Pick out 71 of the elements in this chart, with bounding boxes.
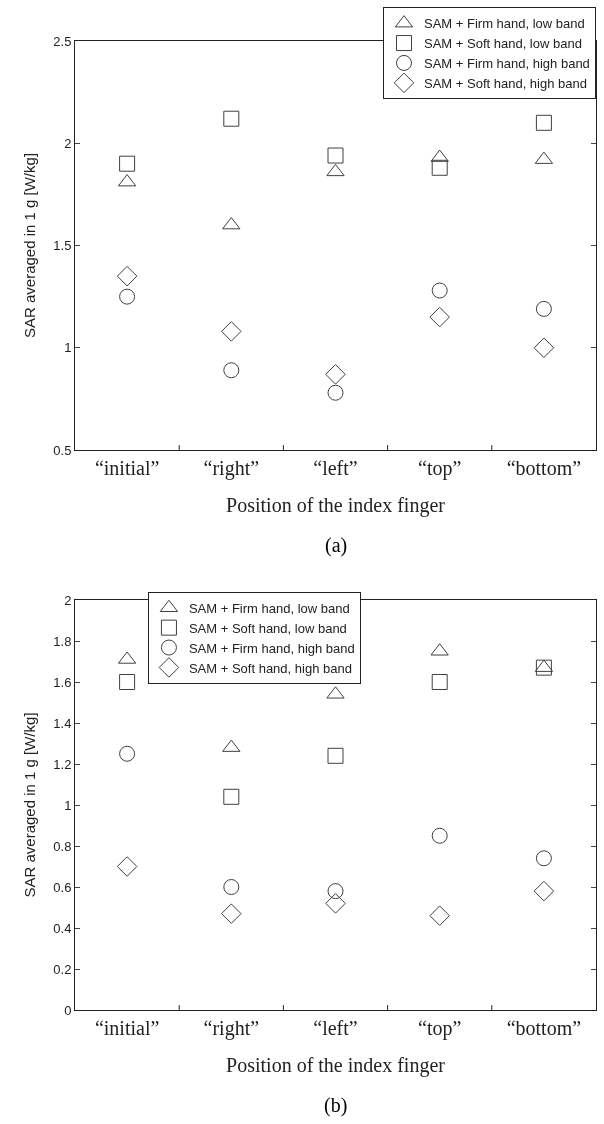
point <box>221 903 242 924</box>
y-tick-label: 0.5 <box>53 442 72 458</box>
y-tick-label: 0.8 <box>53 838 72 854</box>
y-tick-label: 0 <box>64 1002 72 1018</box>
y-tick-label: 1.6 <box>53 674 72 690</box>
point <box>535 659 552 676</box>
point <box>221 321 242 342</box>
legend-label: SAM + Firm hand, high band <box>188 640 355 656</box>
point <box>327 883 344 900</box>
y-tick-label: 0.4 <box>53 920 72 936</box>
point <box>327 147 344 164</box>
text: (a) <box>325 534 348 557</box>
y-tick-label: 1 <box>64 797 72 813</box>
text: (b) <box>324 1094 348 1117</box>
y-tick-label: 0.6 <box>53 879 72 895</box>
y-tick-label: 2 <box>64 135 72 151</box>
point <box>223 879 240 895</box>
y-axis-title: SAR averaged in 1 g [W/kg] <box>21 712 38 898</box>
y-tick-label: 2.5 <box>53 33 72 49</box>
point <box>116 265 138 287</box>
y-axis-title: SAR averaged in 1 g [W/kg] <box>21 152 38 339</box>
point <box>535 300 552 317</box>
point <box>325 893 346 914</box>
point <box>119 288 136 305</box>
y-tick-label: 1 <box>64 340 72 356</box>
legend-label: SAM + Firm hand, low band <box>188 600 350 616</box>
point <box>533 880 555 902</box>
y-tick-label: 2 <box>64 592 72 608</box>
point <box>327 747 344 764</box>
x-tick-label: “bottom” <box>506 1017 582 1039</box>
point <box>116 856 138 877</box>
point <box>535 850 552 867</box>
legend-label: SAM + Soft hand, high band <box>424 75 587 91</box>
point <box>223 362 240 379</box>
legend-label: SAM + Firm hand, low band <box>424 16 585 32</box>
point <box>119 745 136 762</box>
point <box>119 674 136 690</box>
y-tick-label: 1.8 <box>53 633 72 649</box>
point <box>429 905 450 926</box>
point <box>431 827 448 844</box>
x-tick-label: “initial” <box>94 457 160 479</box>
point <box>325 364 346 385</box>
x-tick-label: “right” <box>203 1017 260 1040</box>
x-tick-label: “initial” <box>94 1017 160 1039</box>
point <box>431 159 448 176</box>
point <box>533 337 555 358</box>
point <box>431 674 448 690</box>
x-tick-label: “right” <box>203 457 260 480</box>
y-tick-label: 1.4 <box>53 715 72 731</box>
point <box>326 163 345 177</box>
y-tick-label: 1.2 <box>53 756 72 772</box>
x-axis-title: Position of the index finger <box>226 1053 446 1077</box>
point <box>429 306 450 328</box>
point <box>119 155 136 172</box>
legend-label: SAM + Soft hand, low band <box>188 620 347 636</box>
point <box>327 384 344 401</box>
x-axis-title: Position of the index finger <box>226 493 446 517</box>
legend-label: SAM + Soft hand, low band <box>424 36 582 52</box>
x-tick-label: “left” <box>313 1017 358 1039</box>
x-tick-label: “left” <box>313 457 358 479</box>
x-tick-label: “top” <box>418 457 462 480</box>
legend-label: SAM + Soft hand, high band <box>188 660 352 676</box>
point <box>223 110 240 127</box>
y-tick-label: 1.5 <box>53 238 72 254</box>
x-tick-label: “top” <box>418 1017 462 1040</box>
x-tick-label: “bottom” <box>506 457 582 479</box>
point <box>535 114 552 131</box>
point <box>431 282 448 299</box>
legend-label: SAM + Firm hand, high band <box>424 56 590 72</box>
y-tick-label: 0.2 <box>53 961 72 977</box>
point <box>223 788 240 805</box>
